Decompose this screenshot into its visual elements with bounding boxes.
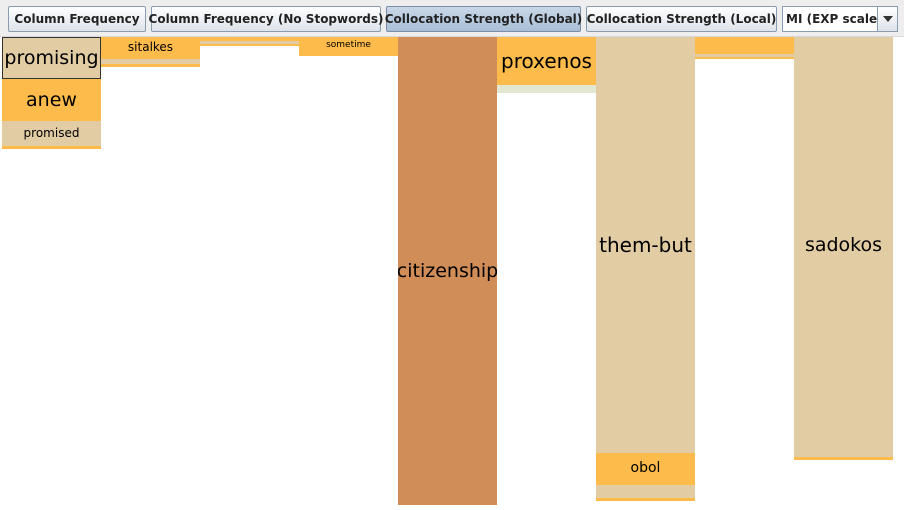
column-3-block-3[interactable]: [200, 44, 299, 46]
column-3-block-1[interactable]: [200, 37, 299, 41]
chevron-down-icon[interactable]: [877, 7, 897, 31]
collocation-strength-local-button[interactable]: Collocation Strength (Local): [586, 6, 777, 32]
column-9-block-3[interactable]: [794, 457, 893, 460]
column-frequency-button[interactable]: Column Frequency: [8, 6, 146, 32]
column-8-block-2[interactable]: [695, 54, 794, 57]
column-1-block-3[interactable]: promised: [2, 121, 101, 146]
scale-select[interactable]: MI (EXP scale): [782, 6, 898, 32]
column-9-block-2[interactable]: [794, 453, 893, 457]
column-6-block-2[interactable]: [497, 85, 596, 93]
column-1-block-4[interactable]: [2, 146, 101, 149]
column-9-block-1[interactable]: sadokos: [794, 37, 893, 453]
column-2-block-3[interactable]: [101, 64, 200, 67]
collocation-strength-global-button[interactable]: Collocation Strength (Global): [385, 6, 582, 32]
column-1-block-1[interactable]: promising: [2, 37, 101, 79]
column-4-block-2[interactable]: [299, 54, 398, 56]
column-1-block-2[interactable]: anew: [2, 79, 101, 121]
column-6-block-1[interactable]: proxenos: [497, 37, 596, 85]
column-4-block-1[interactable]: sometime: [299, 37, 398, 54]
column-frequency-no-stopwords-button[interactable]: Column Frequency (No Stopwords): [149, 6, 384, 32]
column-7-block-4[interactable]: [596, 498, 695, 501]
column-3-block-2[interactable]: [200, 41, 299, 44]
toolbar: Column Frequency Column Frequency (No St…: [0, 0, 904, 37]
column-2-block-1[interactable]: sitalkes: [101, 37, 200, 59]
column-8-block-1[interactable]: [695, 37, 794, 54]
column-7-block-1[interactable]: them-but: [596, 37, 695, 453]
column-7-block-3[interactable]: [596, 485, 695, 498]
collocation-chart: promising anew promised sitalkes sometime cit…: [0, 37, 904, 510]
column-8-block-3[interactable]: [695, 57, 794, 59]
column-7-block-2[interactable]: obol: [596, 453, 695, 485]
scale-select-value: MI (EXP scale): [786, 12, 877, 26]
column-5-block-1[interactable]: citizenship: [398, 37, 497, 505]
column-2-block-2[interactable]: [101, 59, 200, 64]
